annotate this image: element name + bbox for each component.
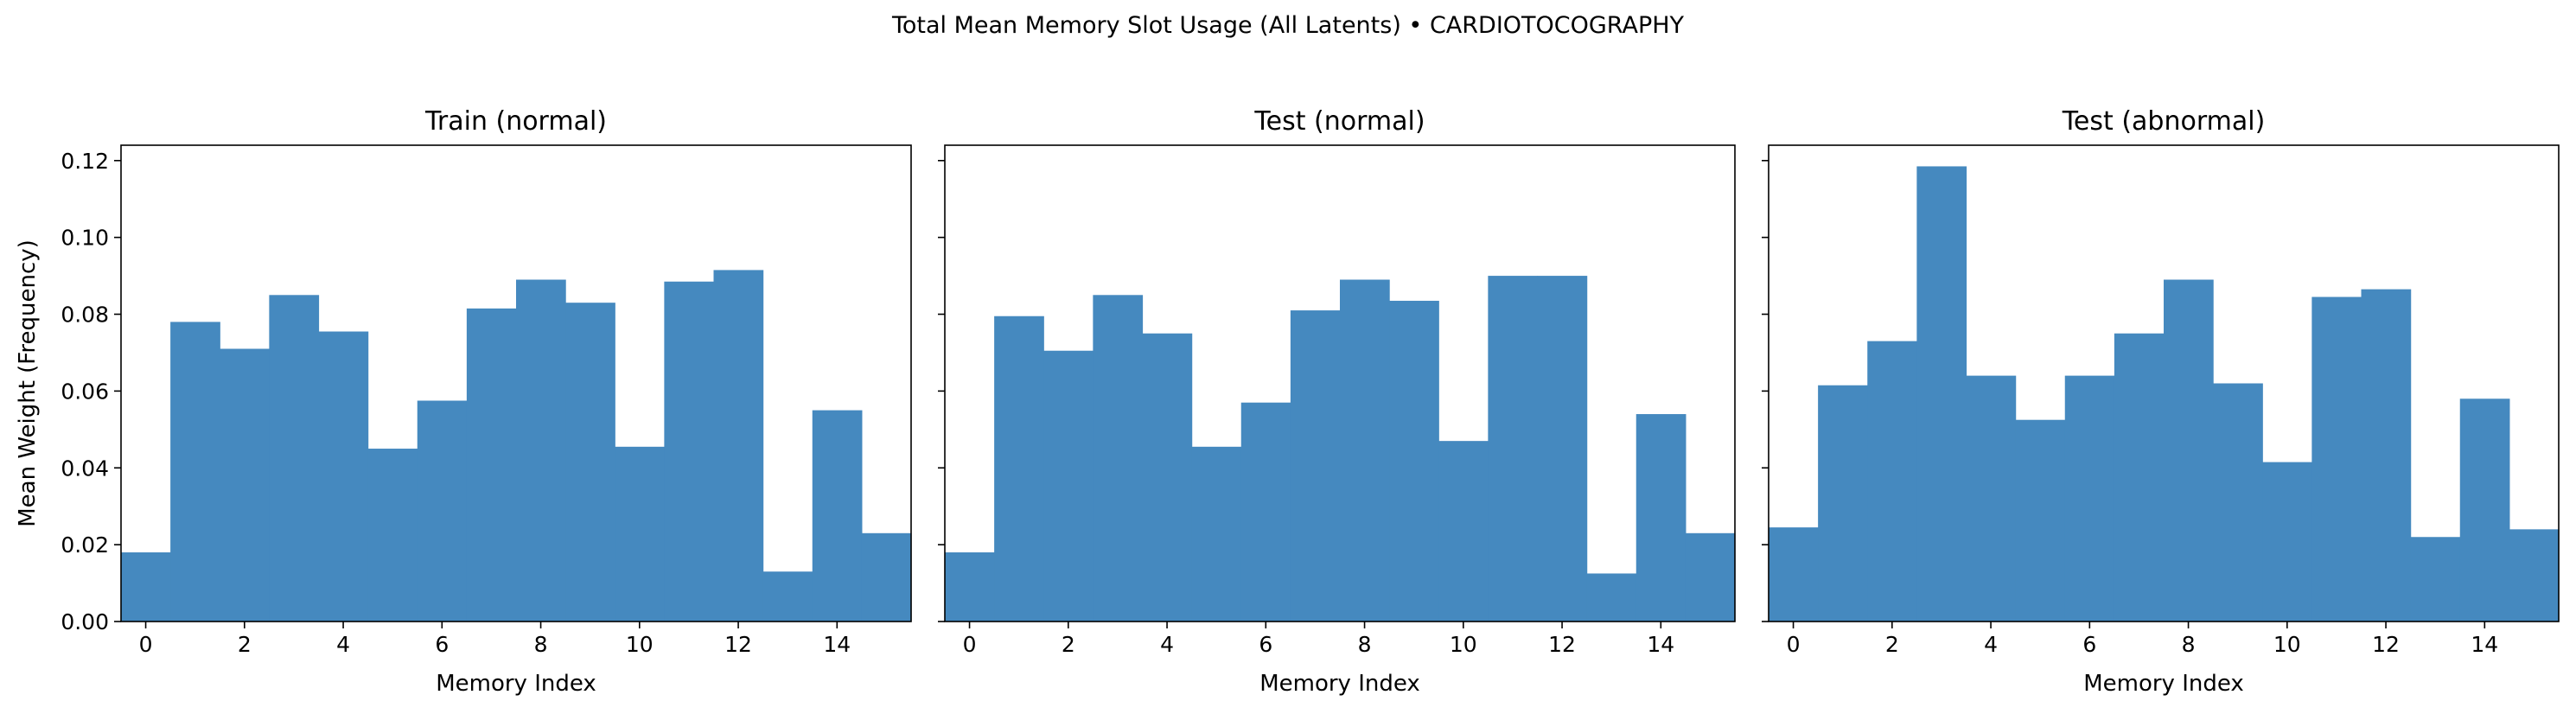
bar [1043,350,1094,622]
x-tick-label: 12 [1548,632,1576,657]
bar [1191,446,1242,622]
bar [2064,375,2115,622]
bar [2361,289,2412,622]
bar [2213,383,2263,622]
bar [2459,398,2510,622]
bar [945,552,995,622]
bar [812,410,863,622]
bar [1340,279,1390,622]
bar [664,281,715,622]
x-tick-label: 0 [963,632,977,657]
y-tick-label: 0.00 [61,609,109,634]
x-axis-label: Memory Index [2083,671,2244,697]
bar [2262,462,2312,622]
bar [170,322,220,622]
axes-frame [120,144,912,622]
bar [1438,441,1489,622]
figure-title: Total Mean Memory Slot Usage (All Latent… [891,12,1685,39]
bar [2410,537,2461,622]
x-tick-label: 0 [1787,632,1801,657]
x-tick-label: 12 [724,632,752,657]
bar [565,303,615,622]
x-tick-label: 14 [823,632,851,657]
x-tick-label: 6 [1259,632,1272,657]
x-tick-label: 10 [626,632,654,657]
bar [1240,402,1291,622]
bar [1916,166,1967,622]
x-tick-label: 2 [1885,632,1899,657]
bar [762,571,813,622]
bar [2509,529,2560,622]
bar [2114,333,2165,622]
bar [1769,527,1819,622]
x-tick-label: 4 [336,632,350,657]
x-tick-label: 2 [238,632,252,657]
x-tick-label: 10 [2273,632,2301,657]
x-tick-label: 8 [534,632,548,657]
bar [861,532,912,622]
bar [1586,573,1637,622]
x-tick-label: 6 [435,632,449,657]
bar [318,331,369,622]
subplot-2: 0 2 4 6 8 10 12 14 Test (abnormal) Memory Index [1762,106,2560,697]
subplot-title: Test (normal) [1253,106,1425,137]
bar [1290,310,1341,622]
bar [1389,300,1439,622]
x-tick-label: 4 [1984,632,1998,657]
x-axis-label: Memory Index [1259,671,1420,697]
x-tick-label: 2 [1062,632,1075,657]
bar [466,308,517,622]
bar [713,270,764,622]
x-tick-label: 0 [139,632,153,657]
x-tick-label: 6 [2082,632,2096,657]
bar [1685,532,1736,622]
bar [1537,276,1588,622]
x-tick-label: 14 [1647,632,1674,657]
x-tick-label: 14 [2471,632,2498,657]
bar [516,279,566,622]
y-tick-label: 0.06 [61,379,109,404]
y-tick-label: 0.02 [61,532,109,558]
bar [367,449,418,622]
x-tick-label: 10 [1450,632,1477,657]
bar [1142,333,1193,622]
bar [2311,296,2362,622]
bar [417,400,468,622]
x-tick-label: 8 [1358,632,1372,657]
y-axis-label: Mean Weight (Frequency) [15,239,41,527]
y-tick-label: 0.08 [61,303,109,328]
bar [2164,279,2214,622]
bar [269,295,320,622]
subplot-0: 0 2 4 6 8 10 12 14 0.00 0.02 0.04 0.06 0.08 0.10 0.12 T… [15,106,912,697]
bar [121,552,171,622]
bar [1966,375,2017,622]
x-tick-label: 12 [2372,632,2400,657]
bar [1867,341,1917,622]
bar [994,316,1044,622]
y-tick-label: 0.04 [61,456,109,481]
bar [1818,385,1868,622]
x-axis-label: Memory Index [436,671,596,697]
bar [1488,276,1539,622]
x-tick-label: 4 [1160,632,1174,657]
subplot-1: 0 2 4 6 8 10 12 14 Test (normal) Memory Index [938,106,1736,697]
x-tick-label: 8 [2182,632,2196,657]
bar [2015,419,2066,622]
bar [1636,414,1687,622]
y-tick-label: 0.10 [61,226,109,251]
subplot-title: Test (abnormal) [2062,106,2266,137]
bar [615,446,665,622]
bar [220,348,270,622]
y-tick-label: 0.12 [61,149,109,174]
axes-frame [1768,144,2560,622]
bar [1093,295,1144,622]
axes-frame [944,144,1736,622]
subplot-title: Train (normal) [424,106,607,137]
